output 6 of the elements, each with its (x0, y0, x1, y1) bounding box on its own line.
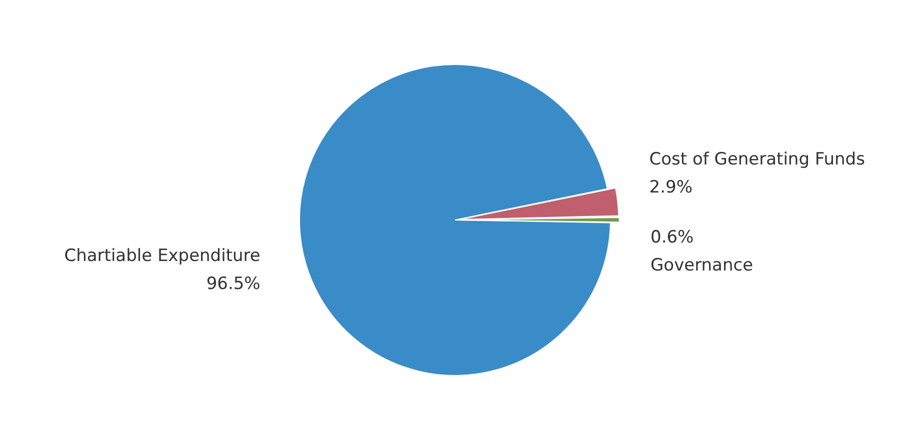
slice-label: Governance (650, 256, 754, 276)
data-label: 0.6% (650, 228, 694, 248)
data-label: 2.9% (649, 178, 692, 198)
slice-label: Chartiable Expenditure (64, 246, 260, 266)
slice-label: Cost of Generating Funds (649, 150, 866, 170)
data-label: 96.5% (206, 274, 260, 294)
